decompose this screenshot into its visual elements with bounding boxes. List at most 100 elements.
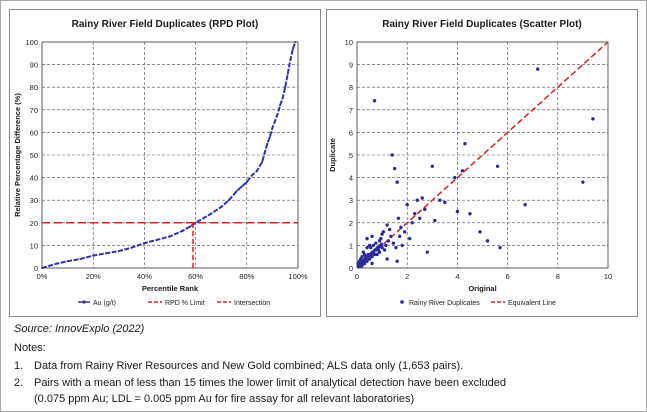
note-number: 1.	[14, 360, 24, 372]
plot-area	[356, 41, 609, 269]
au-data-point	[268, 135, 271, 138]
y-tick-label: 20	[30, 219, 38, 228]
duplicate-point	[384, 243, 388, 248]
duplicate-point	[433, 218, 437, 223]
au-data-point	[289, 59, 292, 62]
duplicate-point	[397, 234, 402, 239]
equivalent-line	[356, 41, 609, 269]
au-data-point	[66, 260, 69, 263]
duplicate-point	[402, 230, 407, 234]
legend-label-rpd-limit: RPD % Limit	[165, 300, 205, 307]
duplicate-point	[536, 67, 540, 71]
duplicate-point	[415, 198, 419, 202]
y-tick-label: 100	[25, 38, 38, 47]
scatter-chart: Rainy River Field Duplicates (Scatter Pl…	[328, 19, 612, 307]
duplicate-point	[463, 142, 467, 146]
y-tick-label: 1	[349, 241, 353, 250]
duplicate-point	[377, 250, 382, 254]
x-tick-label: 100%	[288, 272, 308, 281]
duplicate-point	[495, 164, 500, 168]
duplicate-point	[418, 216, 422, 220]
duplicate-point	[485, 239, 490, 243]
x-tick-label: 20%	[86, 272, 101, 281]
note-text: Data from Rainy River Resources and New …	[34, 360, 464, 372]
au-data-point	[227, 199, 230, 202]
duplicate-point	[390, 153, 394, 157]
y-tick-label: 4	[349, 174, 353, 183]
x-tick-label: 6	[506, 272, 510, 281]
au-data-point	[256, 169, 259, 172]
x-tick-label: 4	[455, 272, 459, 281]
duplicate-point	[358, 263, 362, 267]
duplicate-point	[425, 250, 429, 254]
duplicate-point	[370, 261, 374, 266]
legend-marker-duplicates	[400, 300, 404, 304]
au-data-point	[209, 212, 212, 215]
duplicate-point	[396, 216, 401, 220]
au-data-point	[48, 264, 51, 267]
duplicate-point	[400, 243, 404, 248]
au-data-point	[194, 221, 197, 224]
au-data-point	[271, 126, 274, 129]
duplicate-point	[405, 203, 409, 207]
duplicate-point	[381, 230, 386, 234]
y-axis-label: Relative Percentage Difference (%)	[13, 93, 22, 217]
duplicate-point	[365, 236, 369, 241]
duplicate-point	[391, 241, 396, 245]
duplicate-point	[430, 164, 434, 168]
note-continuation: (0.075 ppm Au; LDL = 0.005 ppm Au for fi…	[34, 393, 415, 405]
source-caption: Source: InnovExplo (2022)	[14, 323, 145, 335]
au-data-point	[245, 181, 248, 184]
duplicate-point	[423, 207, 427, 211]
x-tick-label: 80%	[239, 272, 254, 281]
legend-label-intersection: Intersection	[234, 300, 270, 307]
au-data-point	[143, 242, 146, 245]
x-tick-label: 8	[556, 272, 560, 281]
y-tick-label: 50	[30, 151, 38, 160]
x-tick-label: 10	[604, 272, 612, 281]
duplicate-point	[395, 259, 399, 263]
duplicate-point	[365, 245, 369, 250]
y-tick-label: 0	[349, 264, 353, 273]
au-data-point	[291, 47, 294, 50]
duplicate-point	[386, 239, 391, 243]
au-data-point	[41, 267, 43, 269]
au-data-point	[273, 120, 276, 123]
x-tick-label: 2	[405, 272, 409, 281]
duplicate-point	[371, 243, 376, 248]
au-data-point	[56, 262, 59, 265]
x-axis-label: Percentile Rank	[142, 284, 199, 293]
scatter-chart-panel: Rainy River Field Duplicates (Scatter Pl…	[326, 9, 638, 317]
duplicate-point	[385, 223, 389, 227]
duplicate-point	[395, 180, 399, 184]
duplicate-point	[385, 257, 389, 261]
y-tick-label: 0	[34, 264, 38, 273]
au-data-point	[202, 217, 205, 220]
y-tick-label: 7	[349, 106, 353, 115]
duplicate-point	[460, 169, 465, 173]
duplicate-point	[420, 196, 424, 200]
au-data-point	[276, 113, 279, 116]
au-data-point	[117, 250, 120, 253]
y-tick-label: 9	[349, 61, 353, 70]
duplicate-point	[380, 245, 384, 250]
legend-label-au: Au (g/t)	[93, 300, 116, 307]
y-tick-label: 30	[30, 196, 38, 205]
duplicate-point	[374, 241, 378, 245]
note-item: 2. Pairs with a mean of less than 15 time…	[14, 377, 506, 389]
x-tick-label: 40%	[137, 272, 152, 281]
y-tick-label: 60	[30, 128, 38, 137]
au-data-point	[281, 97, 284, 100]
x-tick-label: 0	[355, 272, 359, 281]
y-tick-label: 8	[349, 83, 353, 92]
duplicate-point	[478, 230, 482, 234]
au-data-point	[235, 190, 238, 193]
duplicate-point	[453, 175, 457, 180]
au-data-point	[181, 229, 184, 232]
duplicate-point	[438, 198, 442, 202]
au-data-point	[105, 252, 107, 255]
duplicate-point	[392, 166, 397, 171]
duplicate-point	[413, 212, 417, 216]
au-data-point	[261, 160, 264, 163]
au-data-point	[286, 72, 289, 75]
